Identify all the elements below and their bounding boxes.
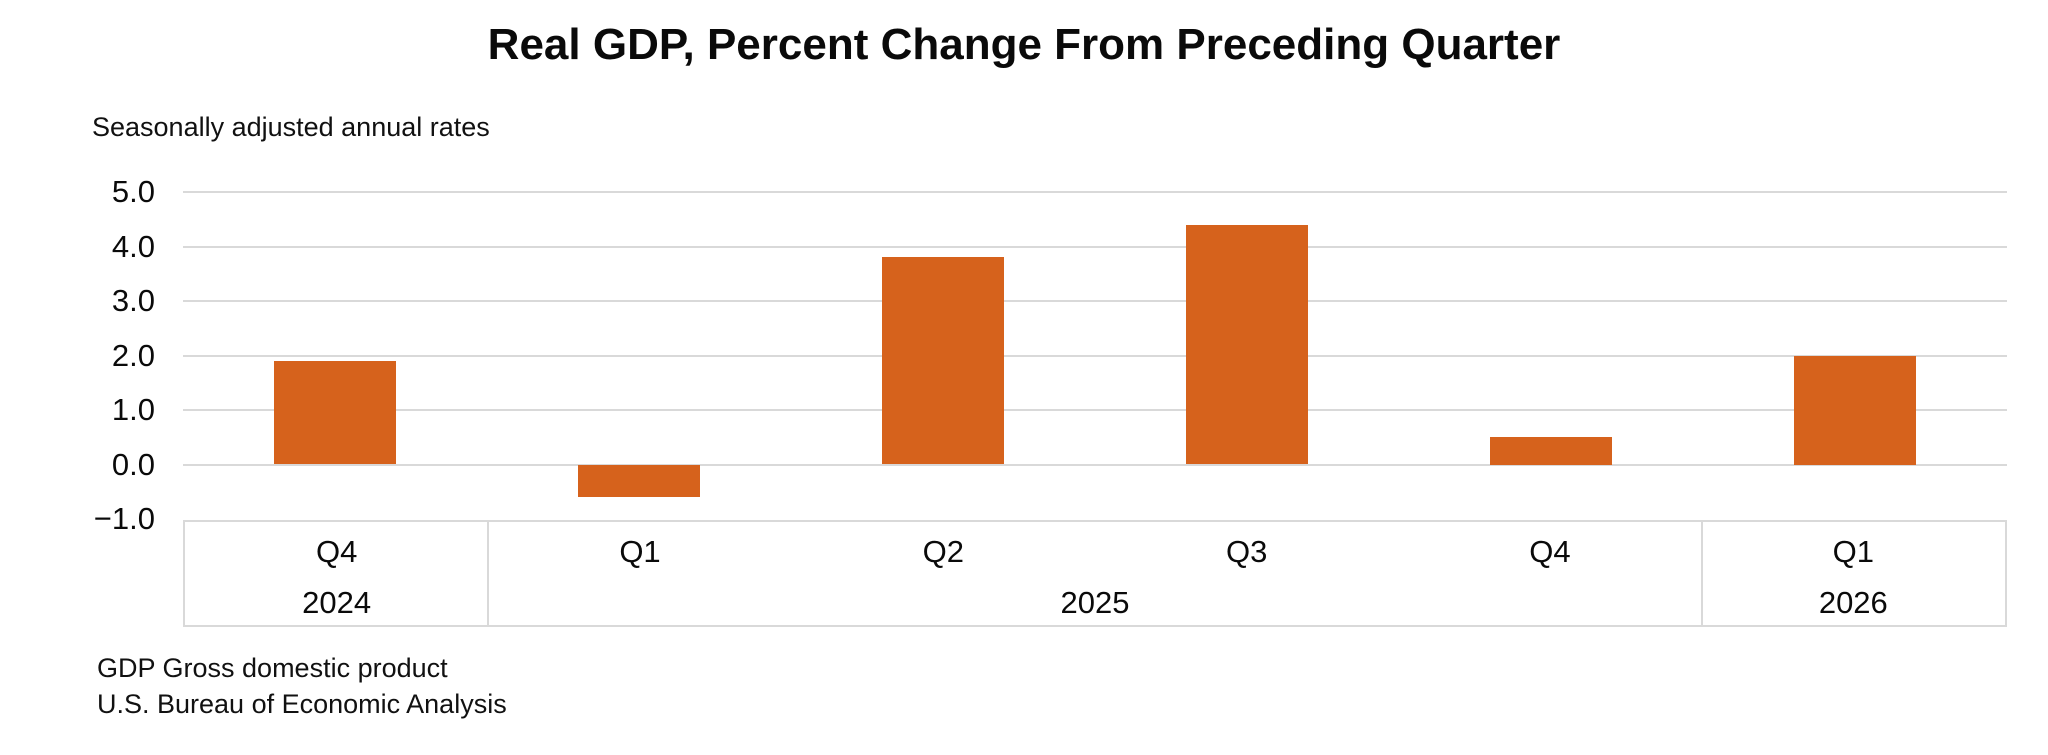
footnote-source: U.S. Bureau of Economic Analysis [97, 689, 507, 719]
y-axis: 5.0 4.0 3.0 2.0 1.0 0.0 −1.0 [30, 174, 155, 536]
y-tick-label: 1.0 [111, 392, 155, 427]
year-group-divider [1700, 522, 1703, 625]
plot-area [183, 191, 2007, 519]
x-tick-year: 2025 [1060, 585, 1130, 621]
gridline [183, 354, 2007, 357]
y-tick-label: 0.0 [111, 446, 155, 482]
bar-q1-2025 [578, 464, 700, 498]
x-tick-quarter: Q4 [1529, 533, 1571, 569]
bar-q4-2024 [274, 360, 396, 465]
gridline [183, 300, 2007, 302]
x-tick-year: 2024 [302, 585, 372, 621]
x-tick-quarter: Q3 [1225, 533, 1268, 569]
y-tick-label: 3.0 [111, 283, 155, 318]
gridline [183, 191, 2007, 193]
x-tick-year: 2026 [1818, 585, 1888, 621]
y-tick-label: 2.0 [111, 337, 155, 373]
x-axis-band: Q4 Q1 Q2 Q3 Q4 Q1 2024 2025 2026 [183, 520, 2007, 627]
x-tick-quarter: Q4 [315, 533, 358, 569]
x-axis-years: 2024 2025 2026 [185, 582, 2005, 625]
chart-subtitle: Seasonally adjusted annual rates [92, 112, 490, 142]
y-tick-label: 4.0 [111, 228, 155, 264]
gridline [183, 245, 2007, 248]
x-tick-quarter: Q1 [1832, 533, 1874, 569]
year-group-divider [487, 522, 490, 625]
chart-title: Real GDP, Percent Change From Preceding … [487, 20, 1561, 69]
bar-q1-2026 [1794, 355, 1916, 465]
gridline [183, 409, 2007, 411]
x-axis-quarters: Q4 Q1 Q2 Q3 Q4 Q1 [185, 522, 2005, 582]
gridline [183, 463, 2007, 466]
bar-q2-2025 [882, 257, 1004, 465]
bar-q4-2025 [1490, 437, 1612, 465]
chart-footnotes: GDP Gross domestic product U.S. Bureau o… [97, 650, 507, 722]
footnote-gdp-definition: GDP Gross domestic product [97, 653, 448, 683]
x-tick-quarter: Q2 [922, 533, 964, 569]
y-tick-label: −1.0 [93, 501, 155, 536]
bar-q3-2025 [1186, 224, 1308, 465]
y-tick-label: 5.0 [111, 174, 155, 209]
x-tick-quarter: Q1 [619, 533, 661, 569]
